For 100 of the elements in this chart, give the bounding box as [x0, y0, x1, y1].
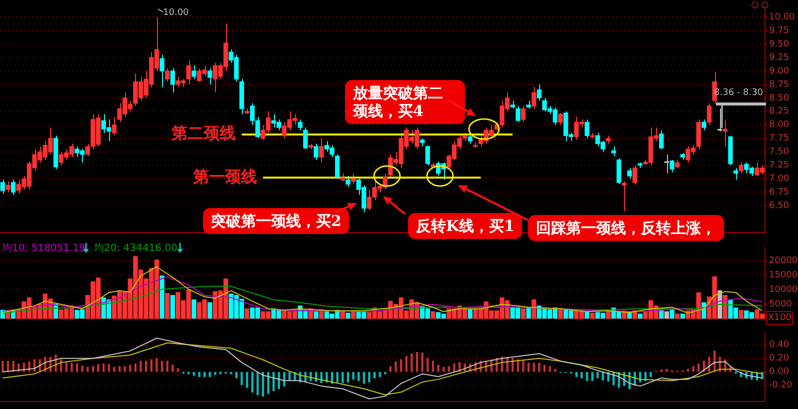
y-tick-label: 8.50	[769, 93, 790, 104]
annotation: 均20: 434416.00	[94, 243, 178, 255]
bar	[283, 372, 286, 386]
candlestick	[170, 68, 175, 94]
bar	[591, 372, 594, 381]
bar	[346, 312, 350, 319]
bar	[416, 352, 418, 372]
bar	[267, 372, 270, 394]
candlestick	[303, 127, 308, 150]
bar	[97, 364, 100, 372]
bar	[342, 372, 344, 384]
bar	[520, 308, 526, 319]
bar	[698, 363, 700, 372]
candlestick	[186, 60, 191, 85]
bar	[358, 372, 360, 381]
bar	[558, 308, 563, 319]
candlestick	[558, 112, 563, 126]
y-tick-label: 20000	[769, 256, 798, 266]
candlestick	[706, 102, 712, 126]
candlestick	[319, 138, 324, 164]
bar	[160, 276, 164, 319]
y-tick-label: 0.20	[769, 354, 790, 364]
candlestick	[335, 154, 340, 180]
y-tick-label: 9.25	[769, 52, 790, 63]
bar	[240, 372, 243, 386]
candlestick	[659, 130, 664, 150]
y-tick-label: 7.75	[769, 134, 790, 144]
bar	[235, 372, 238, 378]
bar	[378, 372, 381, 377]
candlestick	[532, 86, 536, 110]
bar	[76, 363, 78, 372]
bar	[430, 311, 436, 319]
candlestick	[6, 180, 10, 193]
bar	[394, 361, 397, 372]
bar	[113, 366, 116, 372]
candlestick	[165, 68, 170, 82]
bar	[586, 372, 588, 381]
bar	[606, 311, 611, 319]
bar	[208, 302, 212, 319]
bar	[708, 356, 710, 372]
bar	[373, 372, 376, 378]
y-tick-label: 8.00	[769, 120, 790, 130]
y-tick-label: 0.00	[769, 367, 790, 378]
bar	[244, 308, 250, 319]
bar	[522, 360, 524, 372]
y-tick-label: 10000	[769, 284, 798, 295]
bar	[12, 360, 14, 372]
bar	[124, 366, 126, 372]
bar	[389, 366, 392, 372]
bar	[548, 366, 551, 372]
bar	[251, 372, 254, 392]
bar	[170, 295, 175, 319]
bar	[448, 366, 450, 372]
bar	[675, 314, 680, 319]
bar	[314, 311, 318, 319]
bar	[538, 362, 540, 372]
candlestick	[112, 116, 117, 136]
candlestick	[314, 143, 318, 160]
bar	[410, 353, 413, 372]
candlestick	[664, 154, 670, 174]
y-tick-label: 7.00	[769, 174, 790, 184]
candlestick	[627, 167, 632, 180]
y-tick-label: 6.75	[769, 188, 790, 198]
bar	[140, 360, 142, 372]
bar	[340, 311, 345, 319]
bar	[405, 356, 408, 372]
bar	[575, 372, 578, 377]
y-tick-label: 7.50	[769, 147, 790, 158]
bar	[28, 361, 30, 372]
series-label: 第一颈线	[192, 166, 257, 186]
candlestick	[10, 179, 16, 196]
bar	[336, 372, 338, 382]
bar	[692, 366, 694, 372]
candlestick	[632, 164, 638, 185]
y-tick-label: 5000	[769, 299, 792, 310]
text: X100	[766, 311, 794, 325]
bar	[102, 363, 105, 372]
bar	[368, 372, 370, 382]
bar	[256, 372, 259, 396]
y-tick-label: 10.00	[769, 12, 796, 22]
bar	[134, 363, 137, 372]
bar	[192, 372, 195, 376]
bar	[346, 372, 350, 382]
candlestick	[520, 105, 526, 123]
candlestick	[208, 68, 212, 85]
bar	[192, 299, 196, 319]
bar	[70, 362, 73, 372]
bar	[246, 372, 248, 388]
bar	[400, 359, 402, 372]
bar	[437, 364, 440, 372]
bar	[680, 314, 685, 319]
bar	[426, 358, 429, 372]
annotation: 10.00	[163, 7, 189, 19]
bar	[362, 372, 365, 384]
bar	[421, 352, 424, 372]
bar	[214, 372, 216, 375]
candlestick	[616, 158, 622, 185]
y-tick-label: 7.25	[769, 160, 790, 171]
candlestick	[346, 176, 350, 188]
bar	[118, 366, 121, 372]
